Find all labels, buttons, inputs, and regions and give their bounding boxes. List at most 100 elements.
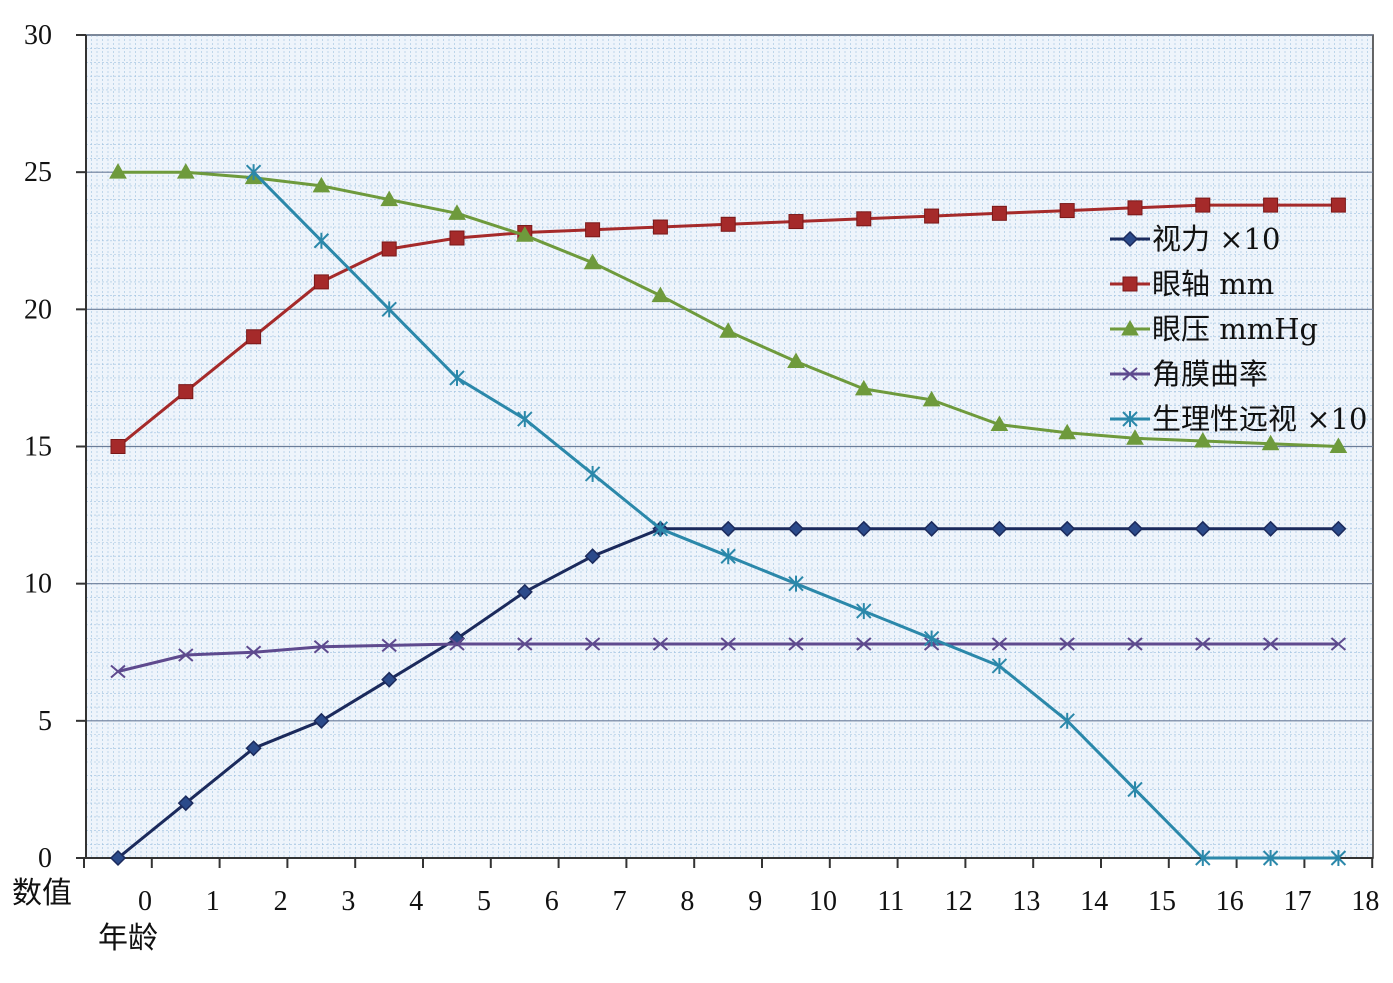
data-point xyxy=(1329,437,1348,453)
legend-label: 角膜曲率 xyxy=(1152,357,1268,391)
x-tick-label: 15 xyxy=(1148,886,1176,917)
legend-item: 角膜曲率 xyxy=(1110,357,1268,391)
series-4 xyxy=(245,164,1347,866)
data-point xyxy=(517,637,533,651)
data-point xyxy=(1126,429,1144,445)
data-point xyxy=(1195,850,1211,866)
data-point xyxy=(1126,520,1144,537)
data-point xyxy=(991,637,1008,651)
data-point xyxy=(1127,781,1143,798)
x-tick-label: 0 xyxy=(138,886,152,917)
data-point xyxy=(720,548,736,565)
data-point xyxy=(1261,434,1280,451)
series-2 xyxy=(109,163,1348,453)
data-point xyxy=(516,583,533,600)
data-point xyxy=(856,637,872,651)
data-point xyxy=(313,712,330,729)
data-point xyxy=(178,648,194,662)
y-tick-label: 25 xyxy=(24,157,52,188)
data-point xyxy=(449,637,465,651)
data-point-stroke xyxy=(788,637,804,651)
y-tick-label: 10 xyxy=(24,569,52,600)
data-point xyxy=(517,411,533,428)
data-point xyxy=(652,520,669,537)
x-tick-label: 3 xyxy=(341,886,355,917)
legend-item: 视力 ×10 xyxy=(1110,222,1280,256)
legend-item: 生理性远视 ×10 xyxy=(1110,402,1367,436)
legend-label: 眼压 mmHg xyxy=(1152,312,1318,346)
data-point xyxy=(178,384,194,400)
data-point xyxy=(651,286,670,303)
data-point-stroke xyxy=(1330,637,1347,651)
data-point xyxy=(923,520,940,537)
x-axis-label: 年龄 xyxy=(98,921,158,956)
data-point xyxy=(787,520,805,537)
data-point xyxy=(1195,637,1211,651)
data-point xyxy=(1330,850,1347,866)
data-point xyxy=(313,640,330,654)
x-tick-label: 9 xyxy=(748,886,762,917)
data-point xyxy=(1122,411,1138,427)
data-point xyxy=(990,415,1009,432)
data-point xyxy=(1127,637,1143,651)
data-point xyxy=(1059,637,1075,651)
data-point xyxy=(788,575,804,592)
data-point xyxy=(1262,520,1279,537)
data-point xyxy=(720,520,737,537)
x-tick-label: 10 xyxy=(809,886,837,917)
data-point xyxy=(515,226,534,242)
y-tick-label: 0 xyxy=(38,843,52,874)
y-tick-labels: 0 5 10 15 20 25 30 xyxy=(24,20,52,874)
x-tick-label: 17 xyxy=(1284,886,1312,917)
data-point xyxy=(1058,423,1077,440)
x-tick-label: 2 xyxy=(274,886,288,917)
legend-item: 眼轴 mm xyxy=(1110,267,1274,301)
series-0 xyxy=(109,520,1347,867)
data-point xyxy=(584,637,601,651)
data-point xyxy=(245,740,262,757)
data-point-stroke xyxy=(517,637,533,651)
data-point xyxy=(449,230,465,246)
data-point xyxy=(109,849,127,867)
data-point xyxy=(381,241,397,257)
data-point xyxy=(922,390,941,407)
axes xyxy=(76,34,1374,868)
y-axis-label: 数值 xyxy=(12,876,72,911)
legend-label: 视力 ×10 xyxy=(1152,222,1280,256)
data-point-stroke xyxy=(991,637,1008,651)
data-point xyxy=(313,232,330,249)
data-point xyxy=(381,671,398,688)
data-point xyxy=(176,163,195,179)
data-point xyxy=(923,630,940,647)
x-tick-label: 18 xyxy=(1351,886,1379,917)
data-point xyxy=(788,637,804,651)
data-point xyxy=(110,664,126,679)
data-point-stroke xyxy=(449,637,465,651)
data-point xyxy=(1195,197,1211,213)
y-tick-label: 5 xyxy=(38,706,52,737)
data-point xyxy=(787,352,805,368)
data-point xyxy=(109,163,127,179)
data-point xyxy=(991,657,1008,674)
data-point xyxy=(1121,319,1139,336)
data-point xyxy=(855,520,872,537)
data-point xyxy=(854,379,873,396)
x-tick-label: 13 xyxy=(1012,886,1040,917)
data-point-stroke xyxy=(381,638,397,653)
x-tick-labels: 0 1 2 3 4 5 6 7 8 9 10 11 12 13 14 15 16 17 18 xyxy=(138,886,1379,917)
legend-label: 生理性远视 ×10 xyxy=(1152,402,1367,436)
data-point xyxy=(177,795,194,812)
data-point xyxy=(652,637,669,651)
data-point xyxy=(380,190,399,207)
data-point xyxy=(856,603,872,620)
x-tick-label: 16 xyxy=(1216,886,1244,917)
data-point xyxy=(381,638,397,653)
data-point xyxy=(381,301,397,318)
data-point xyxy=(245,645,262,660)
data-point xyxy=(313,274,329,290)
data-point-stroke xyxy=(1122,367,1138,381)
data-point-stroke xyxy=(1127,637,1143,651)
data-point xyxy=(991,520,1008,537)
